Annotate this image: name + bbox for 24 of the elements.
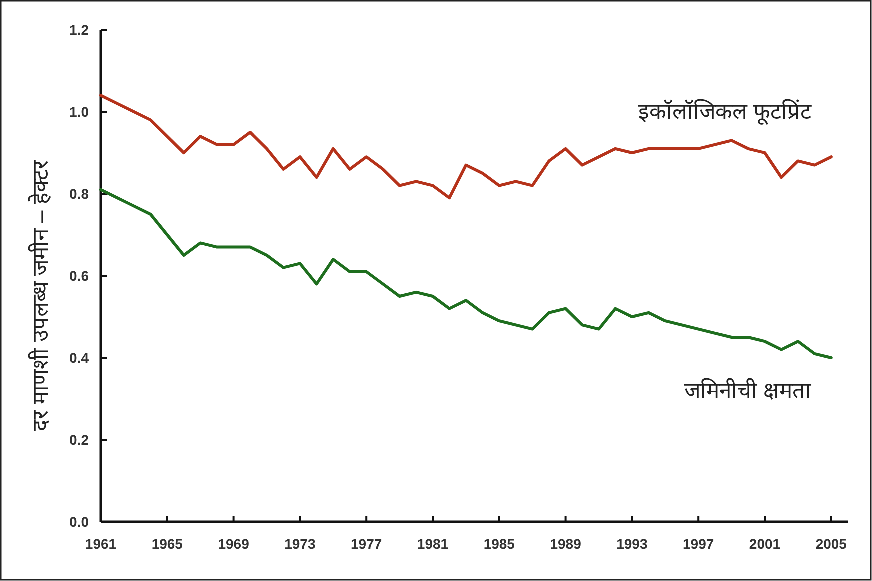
series-label: जमिनीची क्षमता	[684, 378, 812, 403]
y-tick-label: 1.0	[70, 104, 90, 120]
x-tick-label: 1961	[85, 536, 117, 552]
line-series	[100, 94, 833, 200]
x-tick-label: 1989	[550, 536, 582, 552]
x-tick-label: 1965	[152, 536, 184, 552]
y-tick-label: 1.2	[70, 22, 90, 38]
y-tick-label: 0.8	[70, 186, 90, 202]
y-tick-label: 0.0	[70, 514, 90, 530]
y-tick-label: 0.6	[70, 268, 90, 284]
x-tick-label: 1969	[218, 536, 250, 552]
x-tick-label: 1997	[683, 536, 714, 552]
line-series	[100, 188, 833, 360]
x-tick-label: 1985	[484, 536, 516, 552]
x-tick-label: 1977	[351, 536, 382, 552]
x-tick-label: 1973	[284, 536, 316, 552]
x-tick-label: 1993	[616, 536, 648, 552]
y-axis-title: दर माणशी उपलब्ध जमीन – हेक्टर	[28, 160, 53, 432]
x-tick-label: 2005	[816, 536, 848, 552]
y-tick-label: 0.2	[70, 432, 90, 448]
y-tick-label: 0.4	[70, 350, 90, 366]
series-label: इकॉलॉजिकल फूटप्रिंट	[638, 99, 812, 126]
x-tick-label: 2001	[749, 536, 781, 552]
x-tick-label: 1981	[417, 536, 449, 552]
